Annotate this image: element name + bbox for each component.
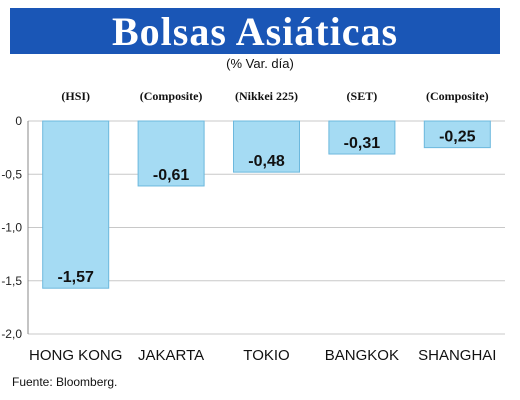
data-label: -0,48 — [248, 153, 285, 170]
category-label: JAKARTA — [138, 347, 204, 364]
title-banner: Bolsas Asiáticas — [10, 8, 500, 54]
y-tick-label: -0,5 — [1, 167, 22, 181]
y-tick-label: -1,5 — [1, 274, 22, 288]
index-label: (Composite) — [140, 89, 203, 103]
index-label: (Nikkei 225) — [235, 89, 298, 103]
category-label: HONG KONG — [29, 347, 122, 364]
data-label: -0,61 — [153, 167, 190, 184]
bar — [423, 120, 491, 149]
data-label: -0,25 — [439, 129, 476, 146]
category-label: TOKIO — [243, 347, 289, 364]
bar — [328, 120, 396, 155]
data-label: -1,57 — [57, 269, 94, 286]
source-note: Fuente: Bloomberg. — [12, 375, 118, 389]
y-tick-label: -2,0 — [1, 327, 22, 341]
chart-title: Bolsas Asiáticas — [111, 8, 399, 54]
y-tick-label: -1,0 — [1, 221, 22, 235]
bar — [137, 120, 205, 187]
category-label: BANGKOK — [325, 347, 399, 364]
index-label: (SET) — [347, 89, 378, 103]
data-label: -0,31 — [344, 135, 381, 152]
category-label: SHANGHAI — [418, 347, 496, 364]
index-label: (Composite) — [426, 89, 489, 103]
y-tick-label: 0 — [15, 114, 22, 128]
bar — [42, 120, 110, 289]
index-label: (HSI) — [61, 89, 90, 103]
chart-subtitle: (% Var. día) — [226, 56, 294, 71]
bar — [233, 120, 300, 173]
